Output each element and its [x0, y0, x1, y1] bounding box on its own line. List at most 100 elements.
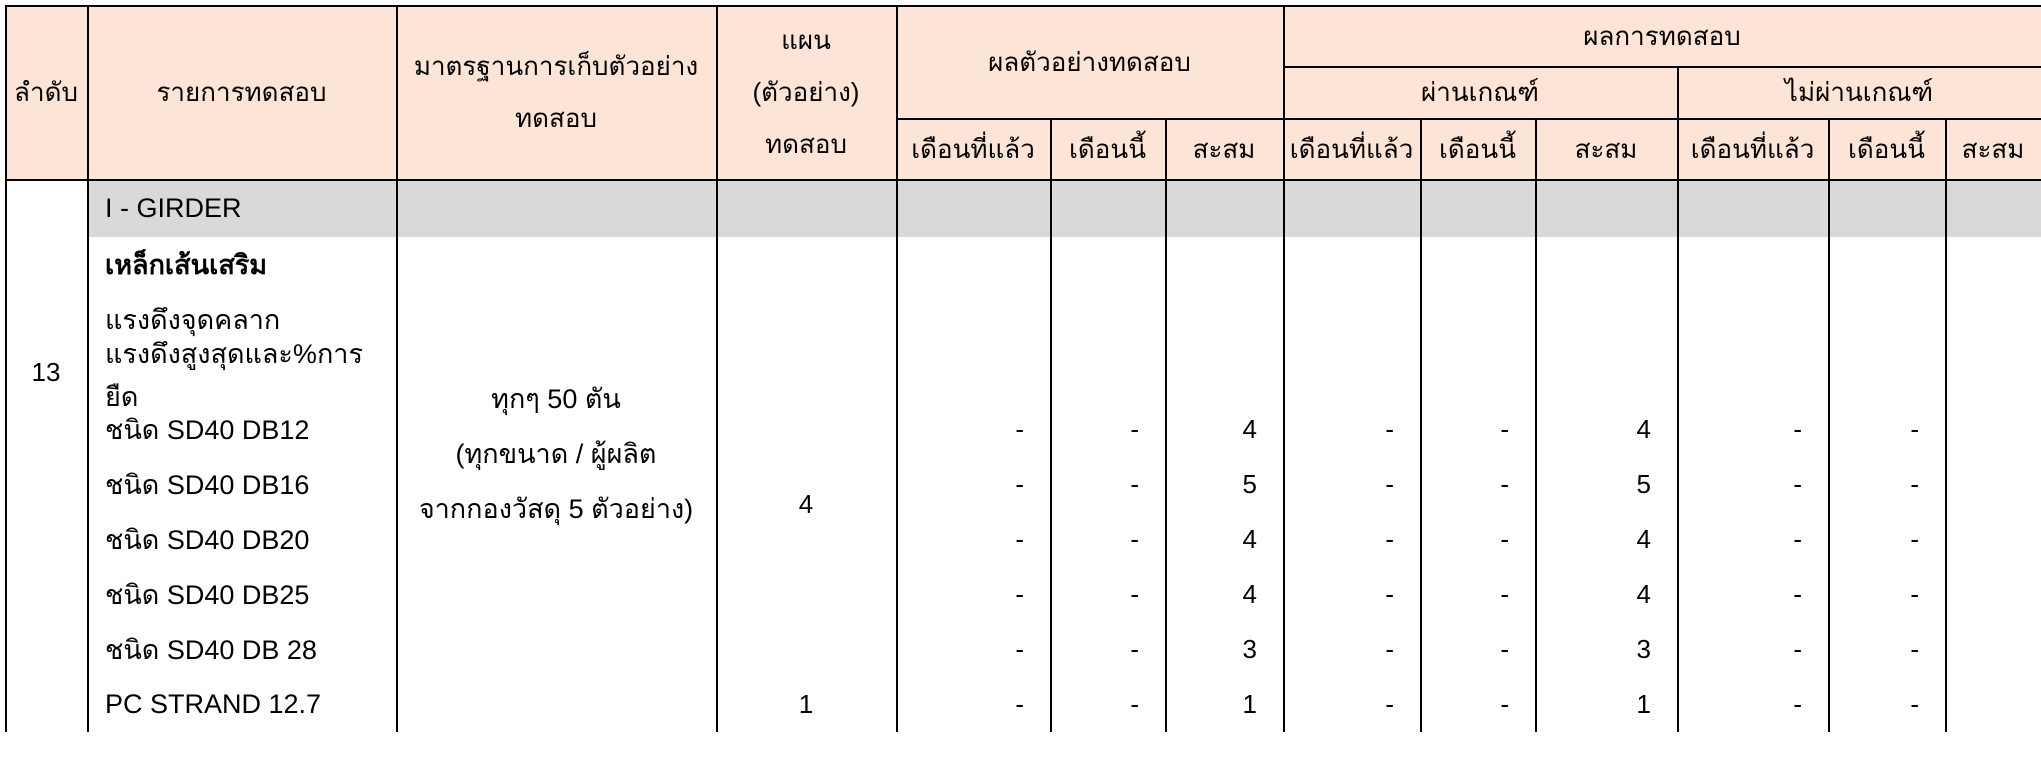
row-value: - — [1500, 689, 1509, 719]
row-value: 4 — [1636, 414, 1651, 444]
row-value — [1828, 292, 1945, 347]
header-group-test-results-label: ผลการทดสอบ — [1583, 20, 1741, 51]
header-sub-fail-cumulative: สะสม — [1945, 118, 2041, 179]
row-value: - — [1500, 524, 1509, 554]
sub-label: เดือนที่แล้ว — [911, 133, 1035, 164]
grid-vline — [5, 5, 7, 732]
row-value: 4 — [1242, 579, 1257, 609]
row-value — [1828, 347, 1945, 402]
sub-label: สะสม — [1961, 133, 2025, 164]
row-value — [1420, 237, 1535, 292]
sub-label: เดือนนี้ — [1848, 133, 1925, 164]
header-sub-pass-last-month: เดือนที่แล้ว — [1283, 118, 1420, 179]
row-value: - — [1793, 579, 1802, 609]
row-value — [1535, 292, 1677, 347]
row-value — [1420, 347, 1535, 402]
row-value — [1945, 347, 2041, 402]
row-value: - — [1910, 689, 1919, 719]
sub-label: สะสม — [1192, 133, 1256, 164]
row-value: 4 — [1636, 579, 1651, 609]
row-value — [1050, 292, 1165, 347]
section-standard-text: ทุกๆ 50 ตัน (ทุกขนาด / ผู้ผลิต จากกองวัส… — [396, 372, 716, 537]
row-value — [1828, 237, 1945, 292]
row-value — [1165, 292, 1283, 347]
header-group-fail: ไม่ผ่านเกณฑ์ — [1677, 66, 2041, 118]
standard-line: ทุกๆ 50 ตัน — [491, 384, 621, 414]
grid-vline — [1420, 118, 1422, 732]
row-value — [1945, 512, 2041, 567]
row-value: - — [1500, 579, 1509, 609]
row-value: - — [1793, 634, 1802, 664]
row-value — [1420, 292, 1535, 347]
header-sub-sample-this-month: เดือนนี้ — [1050, 118, 1165, 179]
row-value: - — [1385, 414, 1394, 444]
row-value: - — [1130, 634, 1139, 664]
header-background — [5, 5, 2041, 179]
row-value — [1283, 237, 1420, 292]
row-value: - — [1015, 689, 1024, 719]
row-value: - — [1910, 579, 1919, 609]
row-value: 3 — [1636, 634, 1651, 664]
row-value: - — [1500, 469, 1509, 499]
header-sub-pass-this-month: เดือนนี้ — [1420, 118, 1535, 179]
grid-hline — [896, 118, 2041, 120]
row-value — [1945, 622, 2041, 677]
row-value — [1535, 347, 1677, 402]
header-col-item-label: รายการทดสอบ — [156, 77, 327, 107]
header-sub-sample-last-month: เดือนที่แล้ว — [896, 118, 1050, 179]
row-value: - — [1015, 579, 1024, 609]
grid-vline — [1283, 5, 1285, 732]
standard-line: จากกองวัสดุ 5 ตัวอย่าง) — [418, 494, 694, 524]
sub-label: เดือนที่แล้ว — [1690, 133, 1815, 164]
row-value: - — [1910, 469, 1919, 499]
row-value: - — [1130, 524, 1139, 554]
plan-value-main: 4 — [798, 489, 814, 519]
row-label: ชนิด SD40 DB12 — [105, 415, 310, 445]
row-value — [1945, 292, 2041, 347]
row-value: - — [1130, 414, 1139, 444]
row-value: 1 — [1636, 689, 1651, 719]
row-label: PC STRAND 12.7 — [105, 689, 322, 719]
row-value: - — [1500, 634, 1509, 664]
row-value — [1677, 237, 1828, 292]
row-value — [1677, 292, 1828, 347]
header-group-pass-label: ผ่านเกณฑ์ — [1421, 77, 1539, 107]
header-col-standard-line2: ทดสอบ — [514, 103, 597, 133]
row-value: 5 — [1242, 469, 1257, 499]
grid-vline — [87, 5, 89, 732]
section-title: I - GIRDER — [105, 192, 242, 223]
row-value — [896, 347, 1050, 402]
sub-label: เดือนที่แล้ว — [1289, 133, 1414, 164]
header-group-sample-results: ผลตัวอย่างทดสอบ — [896, 5, 1283, 118]
row-value: - — [1910, 634, 1919, 664]
sub-label: เดือนนี้ — [1439, 133, 1516, 164]
row-value: - — [1910, 414, 1919, 444]
header-col-item: รายการทดสอบ — [87, 5, 396, 179]
row-value: - — [1130, 469, 1139, 499]
row-value — [1165, 347, 1283, 402]
header-sub-pass-cumulative: สะสม — [1535, 118, 1677, 179]
row-value — [1677, 347, 1828, 402]
grid-vline — [1535, 118, 1537, 732]
grid-vline — [1677, 66, 1679, 732]
row-value — [1165, 237, 1283, 292]
row-label: เหล็กเส้นเสริม — [105, 250, 268, 280]
header-col-standard-line1: มาตรฐานการเก็บตัวอย่าง — [413, 51, 699, 81]
row-value: - — [1793, 414, 1802, 444]
grid-vline — [896, 5, 898, 732]
header-sub-fail-this-month: เดือนนี้ — [1828, 118, 1945, 179]
row-value: - — [1793, 524, 1802, 554]
row-value — [896, 292, 1050, 347]
row-value — [896, 237, 1050, 292]
row-label: ชนิด SD40 DB20 — [105, 525, 310, 555]
row-value: 4 — [1242, 524, 1257, 554]
grid-vline — [1828, 118, 1830, 732]
sub-label: เดือนนี้ — [1069, 133, 1146, 164]
row-value: - — [1015, 524, 1024, 554]
row-label: ชนิด SD40 DB25 — [105, 580, 310, 610]
grid-vline — [396, 5, 398, 732]
grid-vline — [1050, 118, 1052, 732]
sub-label: สะสม — [1574, 133, 1638, 164]
header-col-no-label: ลำดับ — [14, 77, 78, 107]
